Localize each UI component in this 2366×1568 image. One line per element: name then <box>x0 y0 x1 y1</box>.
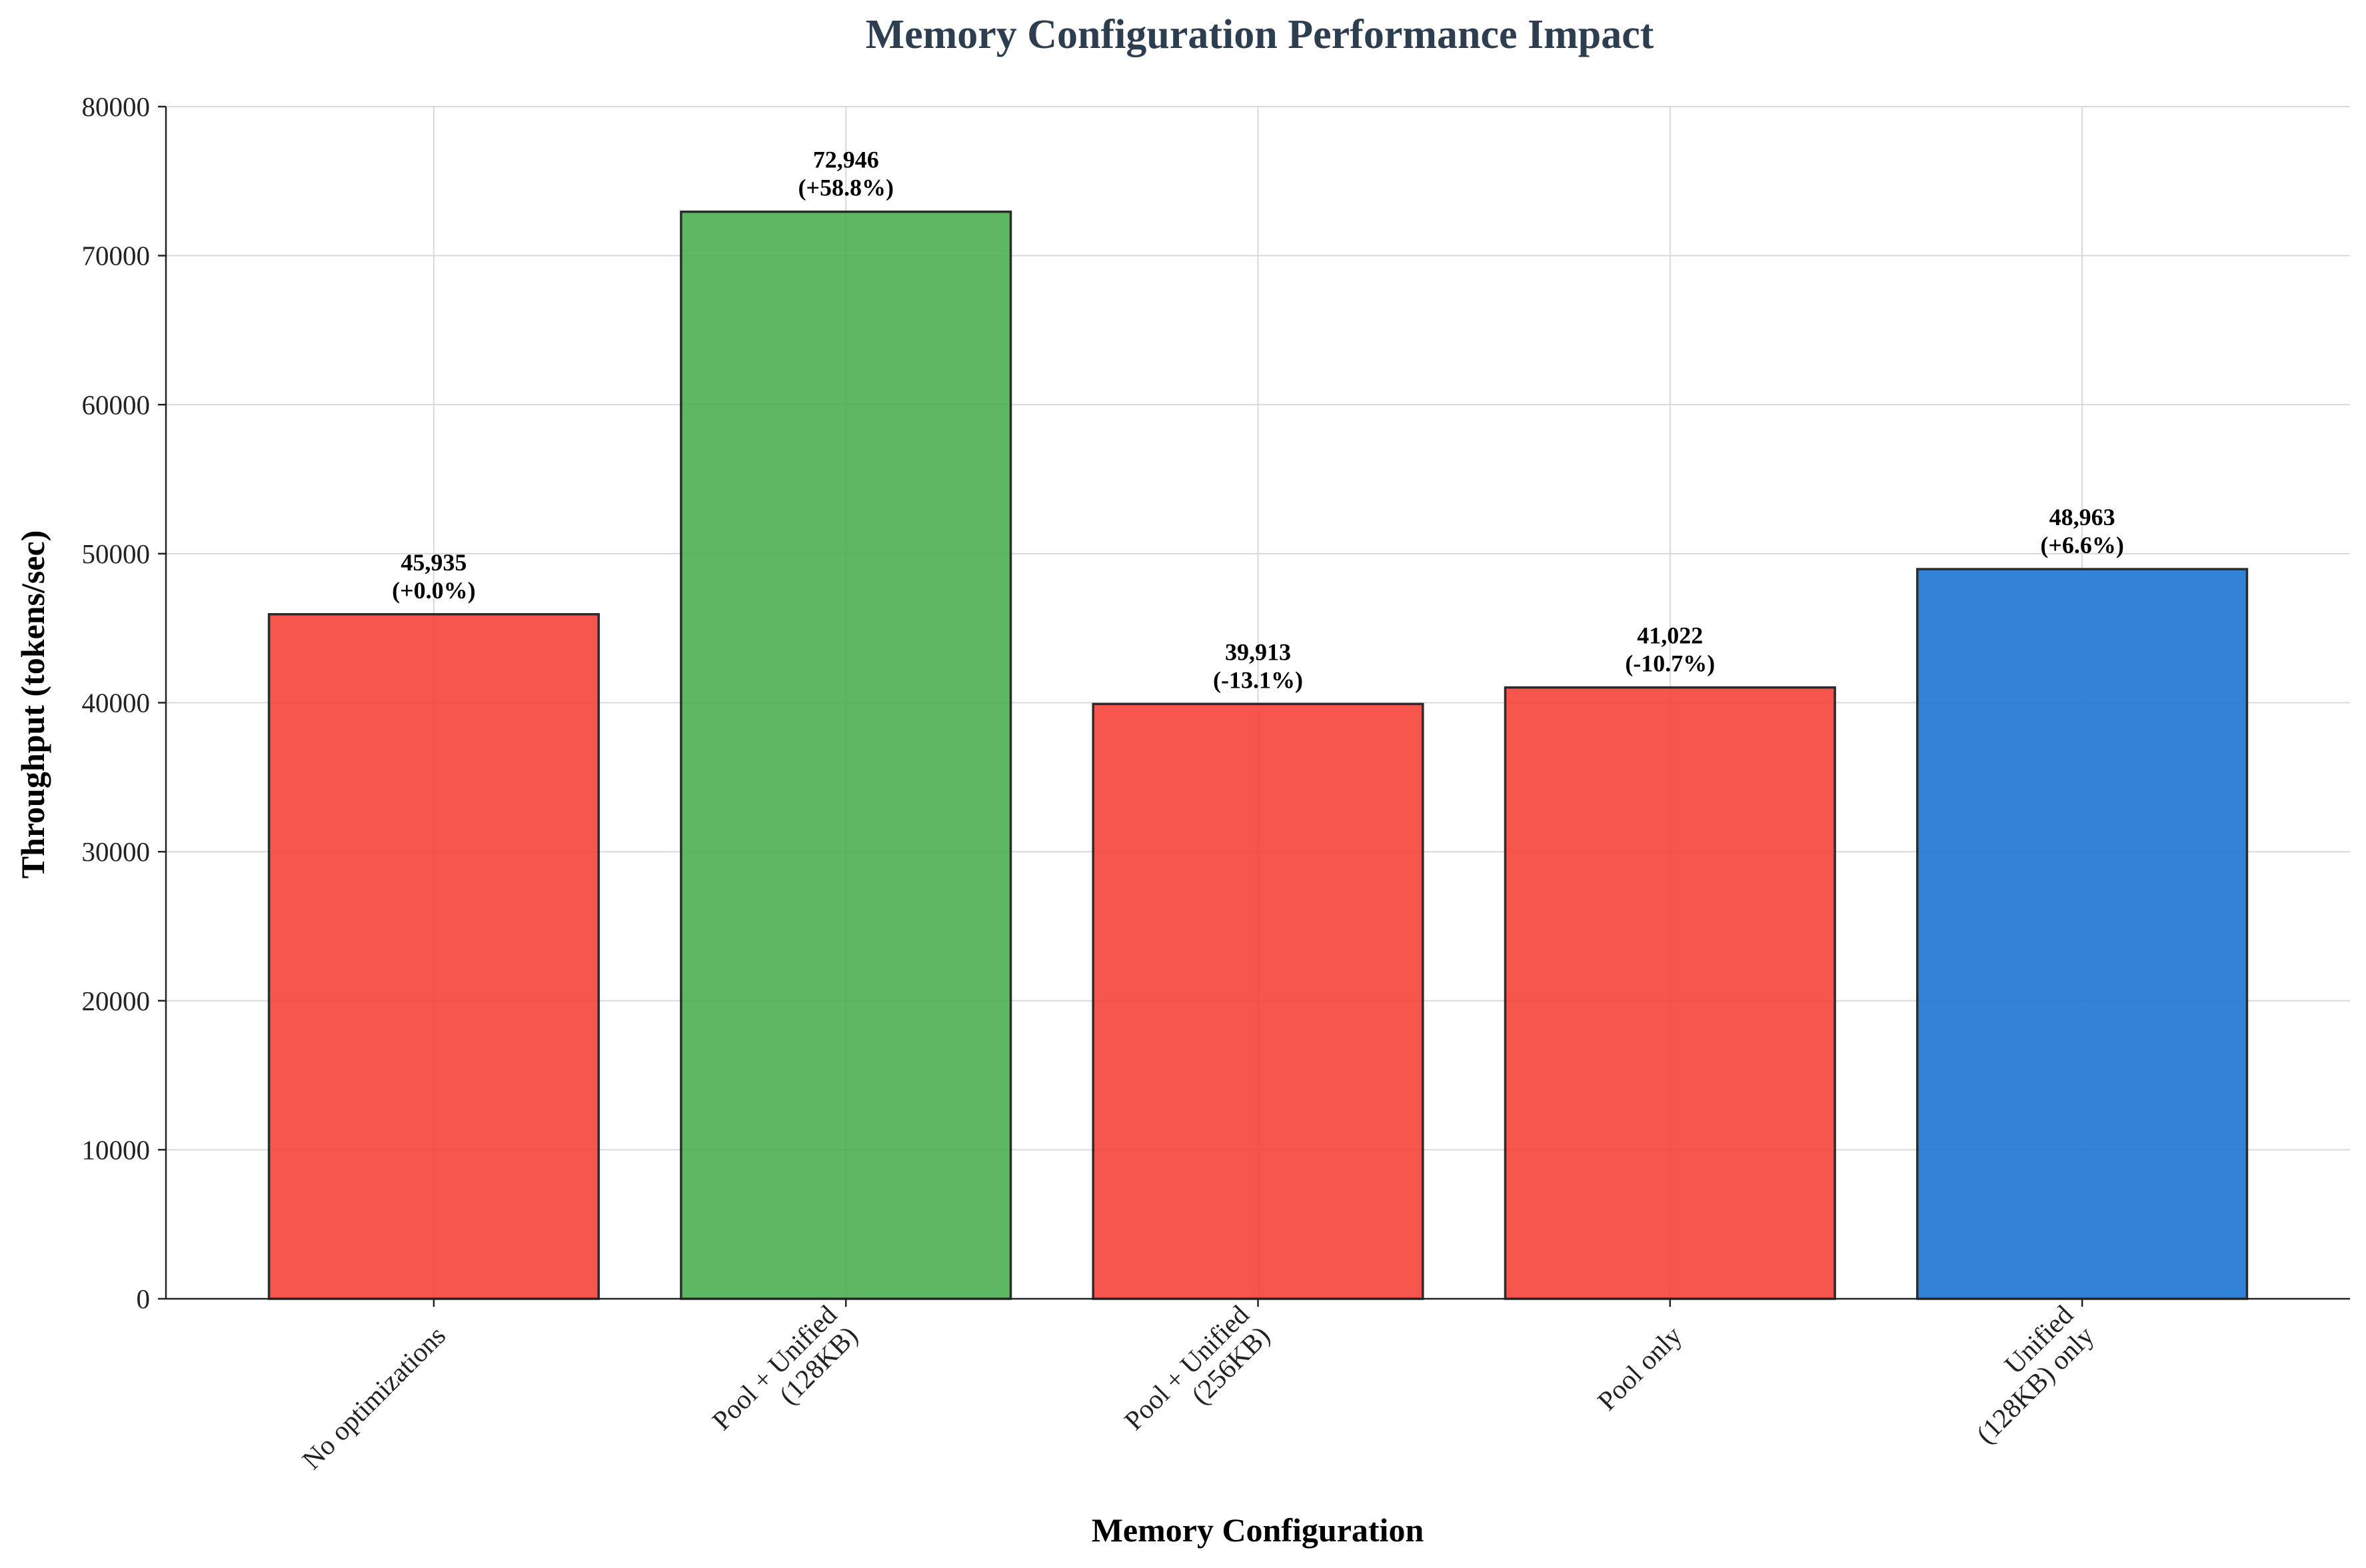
x-tick-label: Pool only <box>1592 1319 1688 1416</box>
data-labels: 45,935(+0.0%) 72,946(+58.8%) 39,913(-13.1%… <box>392 147 2124 694</box>
bar-change-label: (+0.0%) <box>392 577 476 604</box>
bars <box>267 210 2249 1300</box>
x-tick-label: No optimizations <box>296 1320 451 1475</box>
y-axis-label: Throughput (tokens/sec) <box>14 530 51 879</box>
bar-value-label: 41,022 <box>1637 622 1703 649</box>
y-tick-label: 40000 <box>82 688 151 718</box>
bar-change-label: (+58.8%) <box>798 175 894 201</box>
y-tick-label: 80000 <box>82 91 151 122</box>
bar-change-label: (-10.7%) <box>1625 650 1715 677</box>
y-tick-label: 70000 <box>82 241 151 271</box>
bar <box>1092 702 1424 1300</box>
x-tick-label: Pool + Unified(128KB) <box>706 1299 863 1436</box>
x-tick-label-line: Pool only <box>1592 1319 1688 1416</box>
y-tick-label: 60000 <box>82 389 151 420</box>
y-tick-label: 10000 <box>82 1134 151 1165</box>
bar <box>1916 568 2249 1300</box>
bar-change-label: (-13.1%) <box>1213 666 1303 693</box>
y-tick-label: 20000 <box>82 986 151 1016</box>
y-tick-label: 30000 <box>82 836 151 867</box>
x-tick-label: Pool + Unified(256KB) <box>1118 1299 1276 1436</box>
bar-value-label: 45,935 <box>401 549 467 576</box>
x-tick-label-line: No optimizations <box>296 1320 451 1475</box>
chart-title: Memory Configuration Performance Impact <box>866 12 1654 57</box>
x-axis-label: Memory Configuration <box>1092 1511 1424 1549</box>
bar <box>680 210 1012 1300</box>
x-tick-label: Unified(128KB) only <box>1970 1299 2100 1450</box>
y-tick-label: 0 <box>137 1283 151 1314</box>
bar-value-label: 72,946 <box>813 147 879 173</box>
bar <box>1504 686 1836 1300</box>
bar <box>267 613 600 1300</box>
bar-value-label: 39,913 <box>1225 638 1291 665</box>
bar-change-label: (+6.6%) <box>2040 532 2124 558</box>
y-tick-label: 50000 <box>82 538 151 569</box>
bar-value-label: 48,963 <box>2049 504 2115 530</box>
